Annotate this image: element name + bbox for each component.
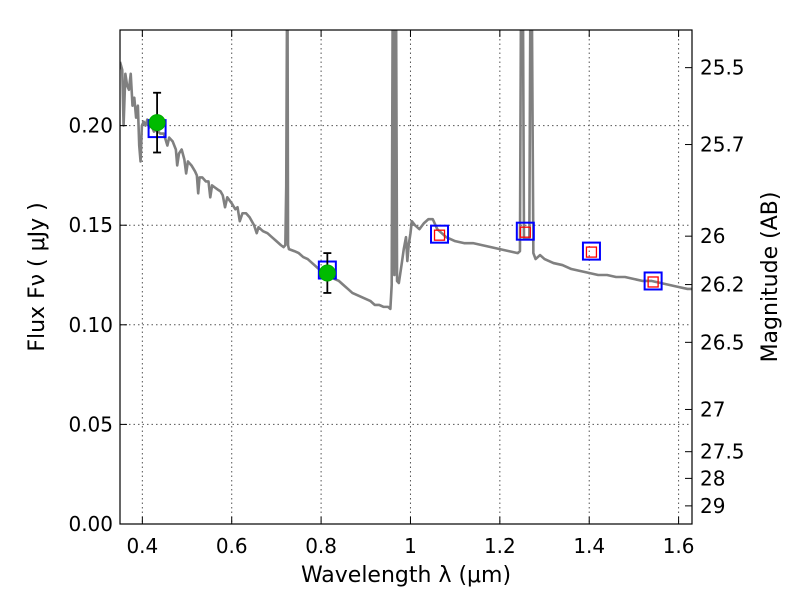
model-band-flux-square: [581, 241, 601, 261]
y2-tick-label: 26.2: [700, 273, 745, 297]
model-spectrum-line: [120, 30, 692, 311]
y-tick-label: 0.00: [68, 512, 113, 536]
y2-axis-label: Magnitude (AB): [758, 192, 783, 363]
observed-flux-point: [318, 264, 336, 282]
y-tick-label: 0.05: [68, 412, 113, 436]
y-axis-label: Flux Fν ( μJy ): [25, 202, 50, 351]
y2-tick-label: 29: [700, 494, 725, 518]
x-tick-label: 0.4: [126, 534, 158, 558]
axis-ticks: 0.4 0.6 0.8 1 1.2 1.4 1.6 0.00 0.05 0.10 0.15 0.20 2…: [68, 30, 745, 558]
x-tick-label: 1: [404, 534, 417, 558]
model-band-flux-square: [643, 271, 663, 291]
upper-limit-flux-square: [585, 246, 598, 258]
x-tick-label: 0.6: [216, 534, 248, 558]
upper-limit-flux-square: [433, 229, 446, 241]
grid-lines: [120, 30, 692, 525]
data-markers-layer: [147, 91, 663, 294]
y2-tick-label: 27.5: [700, 440, 745, 464]
y-tick-label: 0.20: [68, 114, 113, 138]
y2-tick-label: 25.5: [700, 56, 745, 80]
upper-limit-flux-square: [647, 276, 659, 288]
y2-tick-label: 25.7: [700, 133, 745, 157]
x-axis-label: Wavelength λ (μm): [301, 563, 511, 588]
plot-frame: [119, 29, 693, 525]
y-tick-label: 0.15: [68, 213, 113, 237]
y-tick-label: 0.10: [68, 313, 113, 337]
y2-tick-label: 26: [700, 224, 725, 248]
x-tick-label: 1.6: [663, 534, 695, 558]
upper-limit-flux-square: [519, 226, 531, 238]
model-band-flux-square: [430, 224, 450, 244]
model-spectrum-layer: [120, 30, 692, 311]
y2-tick-label: 27: [700, 397, 725, 421]
y2-tick-label: 28: [700, 466, 725, 490]
x-tick-label: 1.4: [573, 534, 605, 558]
x-tick-label: 0.8: [305, 534, 337, 558]
model-band-flux-square: [515, 221, 535, 241]
x-tick-label: 1.2: [484, 534, 516, 558]
observed-flux-point: [148, 114, 166, 132]
y2-tick-label: 26.5: [700, 330, 745, 354]
